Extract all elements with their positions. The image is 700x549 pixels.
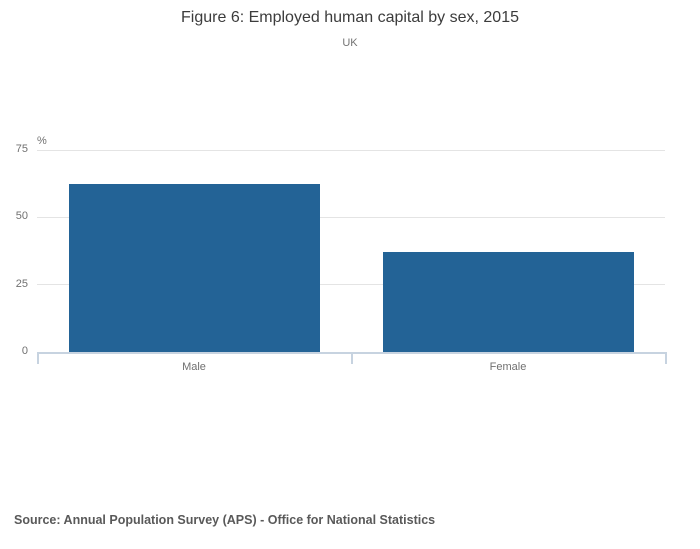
chart-subtitle: UK [342, 37, 358, 49]
y-axis-tick-label: 25 [15, 277, 28, 290]
y-axis-tick-label: 0 [21, 345, 28, 357]
source-caption: Source: Annual Population Survey (APS) -… [14, 513, 436, 527]
bar-female[interactable] [382, 251, 634, 352]
chart-title: Figure 6: Employed human capital by sex,… [181, 9, 519, 26]
gridline-75 [37, 149, 665, 151]
bar-male[interactable] [68, 183, 320, 352]
x-axis-tick [351, 352, 353, 364]
x-axis-tick [665, 352, 667, 364]
gridline-25 [37, 284, 665, 286]
gridline-50 [37, 216, 665, 218]
x-axis-tick [37, 352, 39, 364]
y-axis-tick-label: 50 [15, 210, 28, 223]
y-axis-unit-label: % [37, 135, 47, 147]
x-axis-category-label: Female [489, 361, 527, 373]
x-axis-category-label: Male [182, 361, 206, 373]
y-axis-tick-label: 75 [15, 143, 28, 155]
